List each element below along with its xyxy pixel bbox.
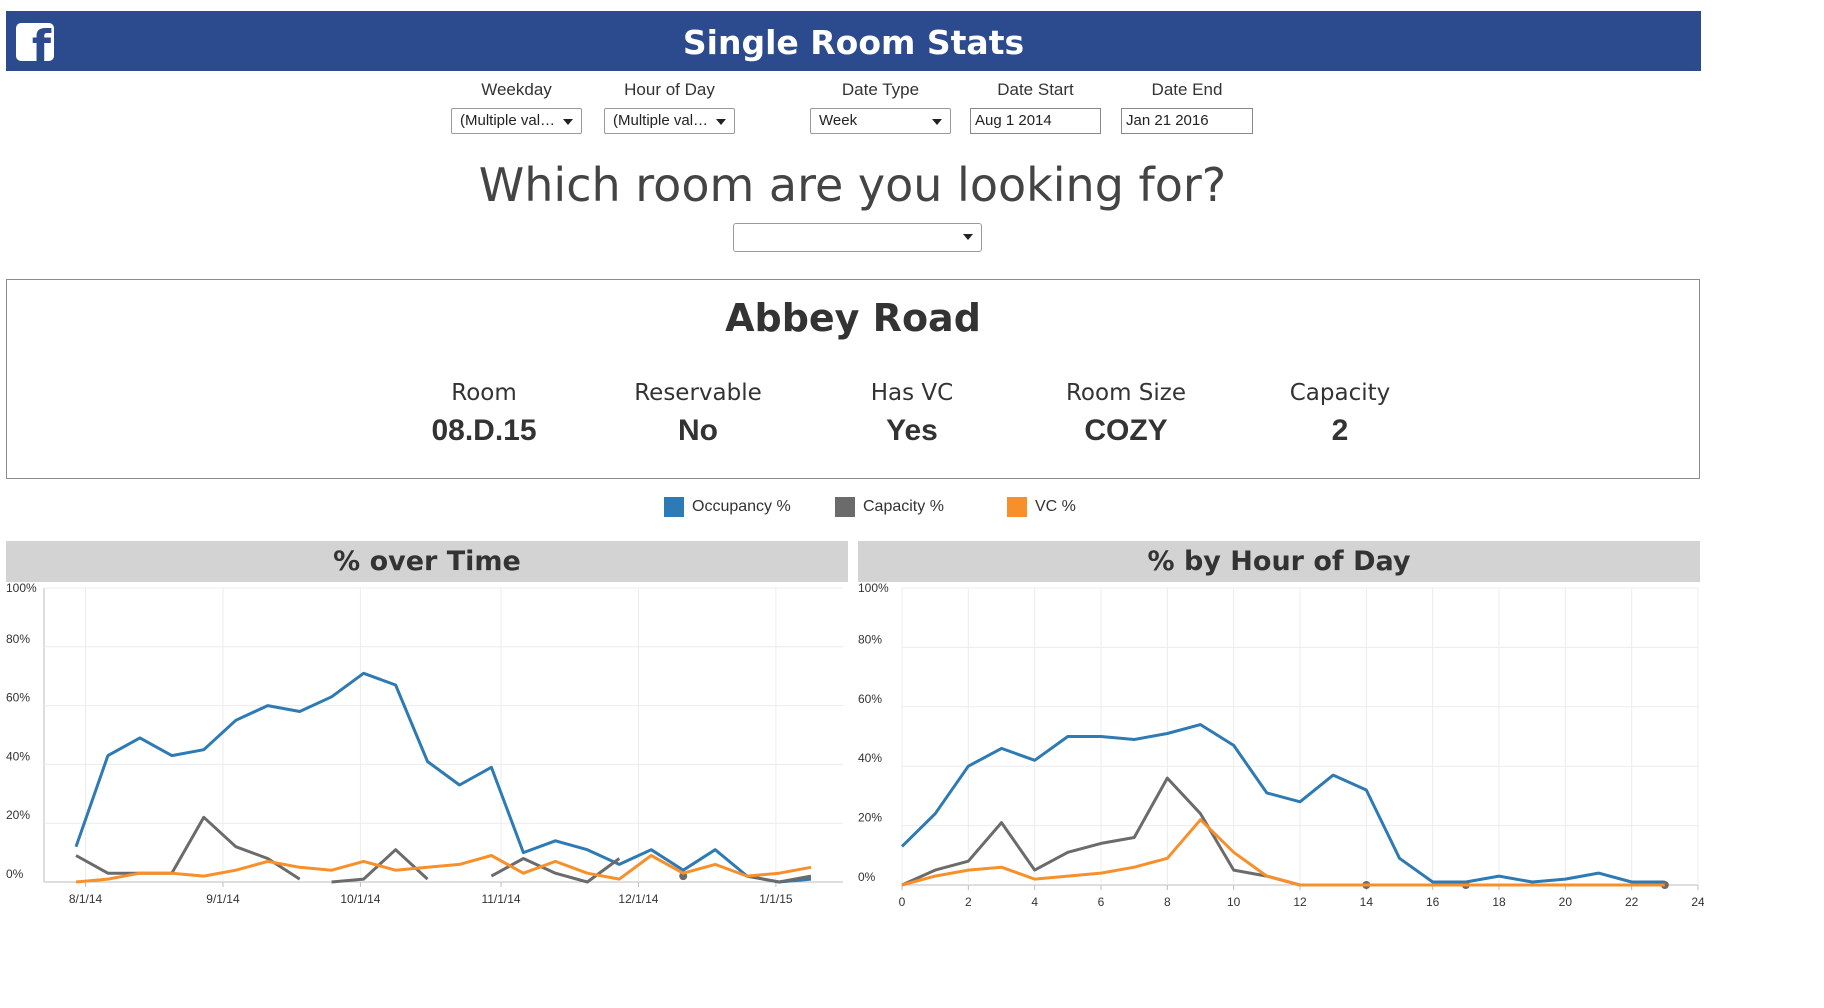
y-tick-label: 80% xyxy=(6,632,30,646)
y-tick-label: 60% xyxy=(6,691,30,705)
stat-reservable: Reservable No xyxy=(588,380,808,448)
chevron-down-icon xyxy=(963,234,973,240)
filter-hour-label: Hour of Day xyxy=(624,80,715,99)
date-type-dropdown[interactable]: Week xyxy=(810,108,951,134)
y-tick-label: 80% xyxy=(858,632,882,646)
facebook-logo-icon[interactable]: f xyxy=(16,23,54,61)
x-tick-label: 14 xyxy=(1360,895,1374,909)
legend-label-vc: VC % xyxy=(1035,498,1076,515)
chart-title-by-hour: % by Hour of Day xyxy=(858,541,1700,582)
legend-item-vc[interactable]: VC % xyxy=(1007,497,1076,517)
series-line-capacity[interactable] xyxy=(901,776,1301,887)
x-tick-label: 9/1/14 xyxy=(206,892,240,906)
chevron-down-icon xyxy=(932,119,942,125)
filter-date-start-label: Date Start xyxy=(997,80,1074,99)
stat-capacity-value: 2 xyxy=(1331,414,1349,447)
stat-room-value: 08.D.15 xyxy=(431,414,537,447)
series-point-capacity[interactable] xyxy=(1660,881,1669,889)
series-line-occupancy[interactable] xyxy=(900,723,1665,884)
page-title: Single Room Stats xyxy=(682,23,1025,62)
x-tick-label: 1/1/15 xyxy=(759,892,793,906)
legend-label-occupancy: Occupancy % xyxy=(692,498,791,515)
x-tick-label: 2 xyxy=(965,895,972,909)
x-tick-label: 22 xyxy=(1625,895,1639,909)
x-tick-label: 8 xyxy=(1164,895,1171,909)
x-tick-label: 16 xyxy=(1426,895,1440,909)
x-tick-label: 18 xyxy=(1492,895,1506,909)
x-tick-label: 12 xyxy=(1293,895,1307,909)
room-info-card: Abbey Road Room 08.D.15 Reservable No Ha… xyxy=(6,279,1700,479)
weekday-dropdown-value: (Multiple val… xyxy=(460,112,556,129)
stat-reservable-value: No xyxy=(678,414,718,447)
y-tick-label: 100% xyxy=(6,582,37,595)
x-tick-label: 24 xyxy=(1691,895,1704,909)
x-tick-label: 11/1/14 xyxy=(481,892,520,906)
filter-date-type-label: Date Type xyxy=(841,80,920,99)
date-end-input[interactable]: Jan 21 2016 xyxy=(1121,108,1253,134)
y-tick-label: 60% xyxy=(858,692,882,706)
date-start-input[interactable]: Aug 1 2014 xyxy=(970,108,1101,134)
filter-date-end-label: Date End xyxy=(1151,80,1223,99)
room-question-heading: Which room are you looking for? xyxy=(478,158,1227,212)
series-line-capacity[interactable] xyxy=(746,874,812,884)
x-tick-label: 0 xyxy=(899,895,906,909)
stat-room-label: Room xyxy=(451,380,517,406)
stat-has-vc-label: Has VC xyxy=(870,380,954,406)
series-line-vc[interactable] xyxy=(901,818,1665,887)
hour-dropdown-value: (Multiple val… xyxy=(613,112,709,129)
filter-date-start: Date Start Aug 1 2014 xyxy=(970,80,1101,134)
legend-item-occupancy[interactable]: Occupancy % xyxy=(664,497,791,517)
filter-weekday: Weekday (Multiple val… xyxy=(451,80,582,134)
stat-room-size-label: Room Size xyxy=(1065,380,1187,406)
legend-swatch-vc xyxy=(1007,497,1027,517)
stat-has-vc-value: Yes xyxy=(886,414,938,447)
y-tick-label: 40% xyxy=(858,751,882,765)
y-tick-label: 40% xyxy=(6,749,30,763)
chart-by-hour[interactable]: 0%20%40%60%80%100%0 2 4 6 8 10 12 14 16 18 20 22 24 xyxy=(852,582,1704,912)
legend-item-capacity[interactable]: Capacity % xyxy=(835,497,944,517)
x-tick-label: 12/1/14 xyxy=(618,892,658,906)
y-tick-label: 0% xyxy=(6,867,24,881)
filter-date-type: Date Type Week xyxy=(810,80,951,134)
stat-room-size: Room Size COZY xyxy=(1016,380,1236,448)
legend-label-capacity: Capacity % xyxy=(863,498,944,515)
filter-date-end: Date End Jan 21 2016 xyxy=(1121,80,1253,134)
y-tick-label: 100% xyxy=(858,582,889,595)
legend-swatch-capacity xyxy=(835,497,855,517)
x-tick-label: 10/1/14 xyxy=(340,892,380,906)
chart-title-over-time: % over Time xyxy=(6,541,848,582)
stat-room: Room 08.D.15 xyxy=(374,380,594,448)
series-line-capacity[interactable] xyxy=(75,815,301,881)
x-tick-label: 6 xyxy=(1098,895,1105,909)
x-tick-label: 20 xyxy=(1559,895,1573,909)
header-bar: f Single Room Stats xyxy=(6,11,1701,71)
x-tick-label: 4 xyxy=(1031,895,1038,909)
y-tick-label: 0% xyxy=(858,870,876,884)
chevron-down-icon xyxy=(563,119,573,125)
weekday-dropdown[interactable]: (Multiple val… xyxy=(451,108,582,134)
filter-weekday-label: Weekday xyxy=(481,80,552,99)
chart-over-time[interactable]: 0% 20% 40% 60% 80% 100% 8/1/14 9/1/14 10/1/14 11/… xyxy=(0,582,850,912)
stat-has-vc: Has VC Yes xyxy=(802,380,1022,448)
filter-hour-of-day: Hour of Day (Multiple val… xyxy=(604,80,735,134)
hour-of-day-dropdown[interactable]: (Multiple val… xyxy=(604,108,735,134)
date-type-dropdown-value: Week xyxy=(819,112,858,129)
stat-room-size-value: COZY xyxy=(1084,414,1168,447)
room-name: Abbey Road xyxy=(725,296,981,340)
series-line-occupancy[interactable] xyxy=(74,671,812,884)
x-tick-label: 8/1/14 xyxy=(69,892,103,906)
legend-swatch-occupancy xyxy=(664,497,684,517)
room-select-dropdown[interactable] xyxy=(733,223,982,252)
x-tick-label: 10 xyxy=(1227,895,1241,909)
y-tick-label: 20% xyxy=(858,811,882,825)
chevron-down-icon xyxy=(716,119,726,125)
y-tick-label: 20% xyxy=(6,808,30,822)
stat-capacity: Capacity 2 xyxy=(1230,380,1450,448)
stat-capacity-label: Capacity xyxy=(1289,380,1391,406)
stat-reservable-label: Reservable xyxy=(634,380,762,406)
series-line-vc[interactable] xyxy=(75,854,812,884)
